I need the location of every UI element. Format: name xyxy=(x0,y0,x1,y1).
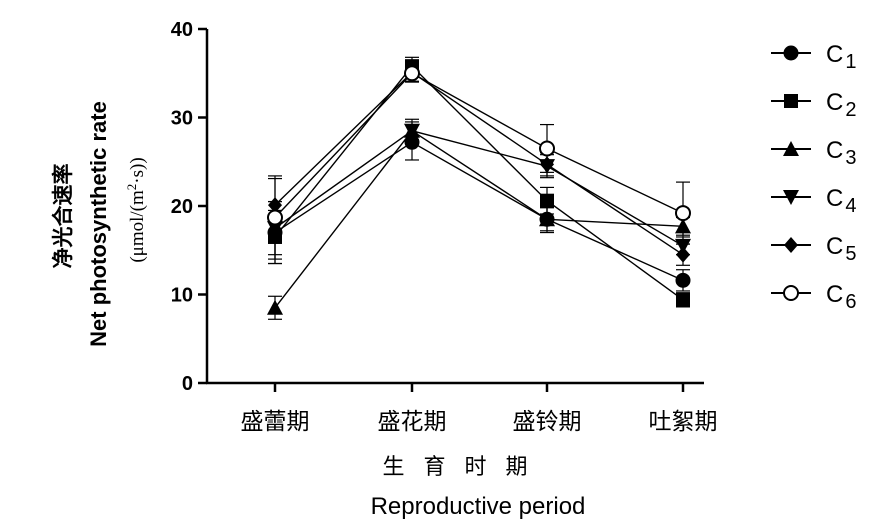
data-point xyxy=(539,211,555,227)
legend-marker xyxy=(783,190,799,205)
x-tick-label: 盛蕾期 xyxy=(241,409,310,435)
data-point xyxy=(676,292,690,307)
y-axis-unit: (μmol/(m2·s)) xyxy=(124,157,149,262)
series-line xyxy=(274,129,684,309)
y-tick-label: 40 xyxy=(171,19,193,41)
y-tick-label: 10 xyxy=(171,285,193,307)
y-tick-label: 30 xyxy=(171,108,193,130)
y-tick-label: 0 xyxy=(182,373,193,395)
y-tick-label: 20 xyxy=(171,196,193,218)
data-point xyxy=(267,299,283,315)
legend-marker xyxy=(783,45,799,61)
series-line xyxy=(274,141,684,281)
data-point xyxy=(676,246,690,263)
legend-marker xyxy=(783,285,799,301)
data-point xyxy=(675,272,691,288)
data-point xyxy=(404,123,420,139)
data-point xyxy=(675,205,691,222)
legend-marker xyxy=(784,94,798,108)
data-point xyxy=(404,65,420,82)
series-layer xyxy=(267,56,691,320)
data-point xyxy=(539,140,555,157)
series-line xyxy=(274,72,684,218)
data-point xyxy=(540,193,554,208)
axis-titles: 生 育 时 期 Reproductive period 净光合速率 Net photo… xyxy=(51,101,585,520)
series-line xyxy=(274,130,684,247)
x-tick-label: 盛花期 xyxy=(378,409,447,435)
series-C6 xyxy=(267,63,691,260)
legend-marker xyxy=(783,141,799,156)
x-axis-title-cn: 生 育 时 期 xyxy=(383,455,534,480)
x-tick-label: 吐絮期 xyxy=(649,409,718,435)
x-tick-label: 盛铃期 xyxy=(513,409,582,435)
x-axis-title: Reproductive period xyxy=(371,493,586,520)
series-line xyxy=(274,65,684,301)
series-C3 xyxy=(267,118,691,320)
legend-marker xyxy=(784,237,798,253)
series-C4 xyxy=(267,121,691,256)
y-axis-title: Net photosynthetic rate xyxy=(86,101,111,347)
series-C2 xyxy=(268,56,690,308)
series-line xyxy=(274,71,684,256)
axes: 0 10 20 30 40 盛蕾期 盛花期 盛铃期 吐絮期 xyxy=(171,19,718,435)
legend: C 1 C 2 C 3 C 4 C 5 C 6 xyxy=(771,41,856,313)
series-C1 xyxy=(267,123,691,292)
y-axis-title-cn: 净光合速率 xyxy=(51,164,75,269)
data-point xyxy=(267,209,283,226)
